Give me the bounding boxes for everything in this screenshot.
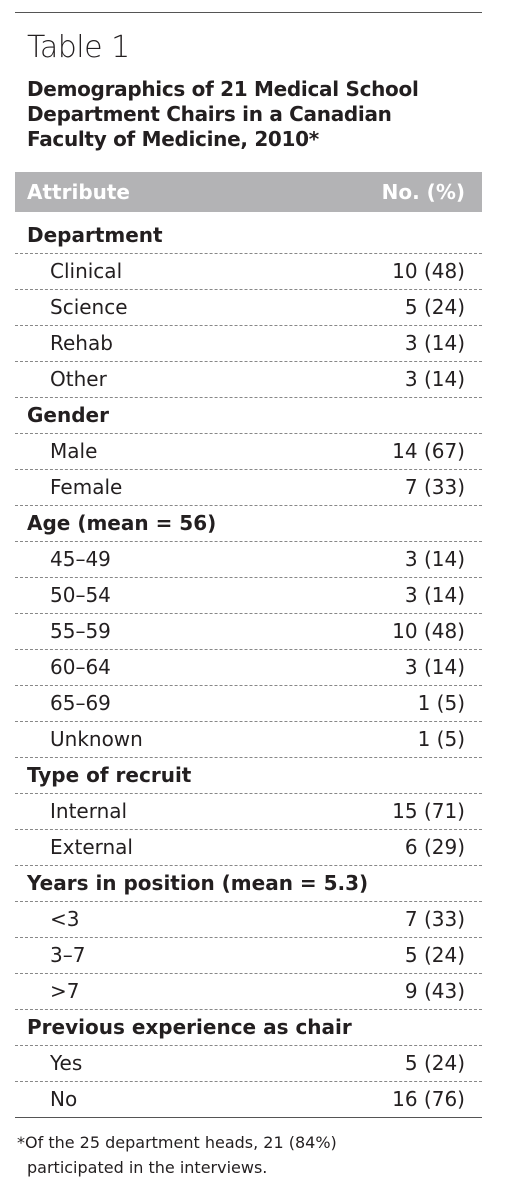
value-cell: 3 (14) bbox=[404, 367, 465, 391]
value-cell: 3 (14) bbox=[404, 583, 465, 607]
table-row: No 16 (76) bbox=[15, 1082, 482, 1118]
attribute-cell: 3–7 bbox=[50, 943, 86, 967]
value-cell: 14 (67) bbox=[392, 439, 465, 463]
table-row: Rehab 3 (14) bbox=[15, 326, 482, 362]
group-row: Type of recruit bbox=[15, 758, 482, 794]
attribute-cell: Unknown bbox=[50, 727, 143, 751]
value-cell: 3 (14) bbox=[404, 655, 465, 679]
group-row: Gender bbox=[15, 398, 482, 434]
value-cell: 16 (76) bbox=[392, 1087, 465, 1111]
table-row: 60–64 3 (14) bbox=[15, 650, 482, 686]
group-row: Age (mean = 56) bbox=[15, 506, 482, 542]
caption-line: Demographics of 21 Medical School bbox=[27, 77, 419, 101]
table-row: 3–7 5 (24) bbox=[15, 938, 482, 974]
value-cell: 9 (43) bbox=[404, 979, 465, 1003]
caption-line: Department Chairs in a Canadian bbox=[27, 102, 392, 126]
group-row: Years in position (mean = 5.3) bbox=[15, 866, 482, 902]
value-cell: 7 (33) bbox=[404, 907, 465, 931]
table-body: Department Clinical 10 (48) Science 5 (24) Re… bbox=[15, 218, 482, 1118]
attribute-cell: Other bbox=[50, 367, 107, 391]
table-row: Male 14 (67) bbox=[15, 434, 482, 470]
group-row: Department bbox=[15, 218, 482, 254]
table-row: 45–49 3 (14) bbox=[15, 542, 482, 578]
table-row: <3 7 (33) bbox=[15, 902, 482, 938]
group-label: Gender bbox=[27, 403, 109, 427]
table-row: Science 5 (24) bbox=[15, 290, 482, 326]
value-cell: 6 (29) bbox=[404, 835, 465, 859]
column-header: Attribute bbox=[27, 180, 130, 204]
attribute-cell: Male bbox=[50, 439, 98, 463]
value-cell: 1 (5) bbox=[417, 727, 465, 751]
footnote-line: *Of the 25 department heads, 21 (84%) bbox=[17, 1133, 337, 1152]
value-cell: 15 (71) bbox=[392, 799, 465, 823]
value-cell: 7 (33) bbox=[404, 475, 465, 499]
attribute-cell: Female bbox=[50, 475, 123, 499]
table-row: 65–69 1 (5) bbox=[15, 686, 482, 722]
attribute-cell: 45–49 bbox=[50, 547, 111, 571]
group-label: Department bbox=[27, 223, 163, 247]
value-cell: 5 (24) bbox=[404, 295, 465, 319]
footnote: *Of the 25 department heads, 21 (84%) pa… bbox=[17, 1130, 337, 1180]
attribute-cell: 50–54 bbox=[50, 583, 111, 607]
value-cell: 3 (14) bbox=[404, 547, 465, 571]
table-title: Table 1 bbox=[27, 30, 130, 65]
caption: Demographics of 21 Medical School Depart… bbox=[27, 77, 419, 152]
table-row: 50–54 3 (14) bbox=[15, 578, 482, 614]
table-row: 55–59 10 (48) bbox=[15, 614, 482, 650]
table-row: >7 9 (43) bbox=[15, 974, 482, 1010]
attribute-cell: <3 bbox=[50, 907, 80, 931]
attribute-cell: Clinical bbox=[50, 259, 123, 283]
footnote-line: participated in the interviews. bbox=[27, 1158, 268, 1177]
attribute-cell: >7 bbox=[50, 979, 80, 1003]
value-cell: 3 (14) bbox=[404, 331, 465, 355]
table-row: Internal 15 (71) bbox=[15, 794, 482, 830]
group-label: Years in position (mean = 5.3) bbox=[27, 871, 369, 895]
table-row: Yes 5 (24) bbox=[15, 1046, 482, 1082]
column-header: No. (%) bbox=[381, 180, 465, 204]
value-cell: 1 (5) bbox=[417, 691, 465, 715]
value-cell: 10 (48) bbox=[392, 259, 465, 283]
value-cell: 5 (24) bbox=[404, 943, 465, 967]
attribute-cell: No bbox=[50, 1087, 78, 1111]
group-label: Age (mean = 56) bbox=[27, 511, 217, 535]
table-row: Female 7 (33) bbox=[15, 470, 482, 506]
attribute-cell: 55–59 bbox=[50, 619, 111, 643]
value-cell: 5 (24) bbox=[404, 1051, 465, 1075]
table-row: Clinical 10 (48) bbox=[15, 254, 482, 290]
attribute-cell: Yes bbox=[50, 1051, 83, 1075]
table-row: Unknown 1 (5) bbox=[15, 722, 482, 758]
group-label: Previous experience as chair bbox=[27, 1015, 352, 1039]
attribute-cell: 60–64 bbox=[50, 655, 111, 679]
attribute-cell: External bbox=[50, 835, 133, 859]
table-header: Attribute No. (%) bbox=[15, 172, 482, 212]
attribute-cell: Rehab bbox=[50, 331, 113, 355]
table-row: External 6 (29) bbox=[15, 830, 482, 866]
attribute-cell: Internal bbox=[50, 799, 128, 823]
caption-line: Faculty of Medicine, 2010* bbox=[27, 127, 319, 151]
table-row: Other 3 (14) bbox=[15, 362, 482, 398]
value-cell: 10 (48) bbox=[392, 619, 465, 643]
attribute-cell: 65–69 bbox=[50, 691, 111, 715]
attribute-cell: Science bbox=[50, 295, 128, 319]
group-row: Previous experience as chair bbox=[15, 1010, 482, 1046]
top-rule bbox=[15, 12, 482, 13]
group-label: Type of recruit bbox=[27, 763, 192, 787]
